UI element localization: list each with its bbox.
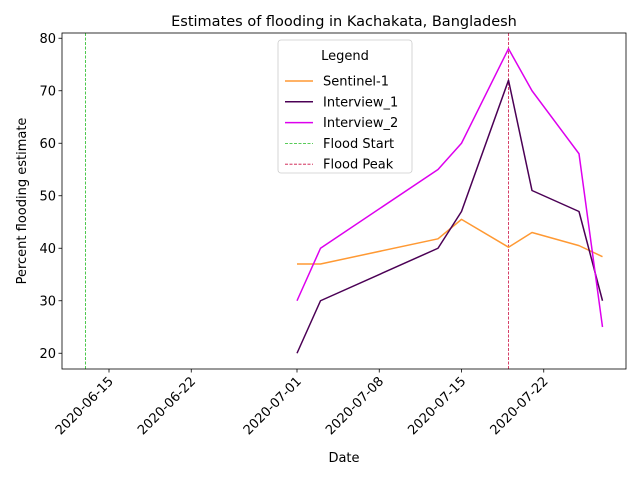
y-tick-label: 50 — [39, 189, 56, 204]
y-axis-title: Percent flooding estimate — [15, 118, 30, 285]
x-tick-label: 2020-06-15 — [53, 374, 117, 438]
x-tick-label: 2020-07-08 — [323, 374, 387, 438]
legend-box — [277, 39, 413, 174]
legend-entry: Flood Start — [323, 137, 394, 152]
y-tick-label: 80 — [39, 32, 56, 47]
y-tick-label: 40 — [39, 242, 56, 257]
x-tick-label: 2020-06-22 — [135, 374, 199, 438]
chart-title: Estimates of flooding in Kachakata, Bang… — [171, 14, 517, 30]
series-line-sentinel-1 — [297, 218, 603, 265]
legend: Legend Sentinel-1 Interview_1 Interview_2 Fl… — [277, 39, 413, 174]
series-line-interview-1 — [296, 79, 604, 354]
axes-frame — [61, 32, 627, 370]
y-tick-label: 70 — [39, 84, 56, 99]
legend-title: Legend — [321, 49, 369, 64]
legend-entry: Flood Peak — [323, 158, 394, 173]
series-line-interview-2 — [296, 48, 604, 328]
y-tick-label: 20 — [39, 347, 56, 362]
legend-entry: Sentinel-1 — [323, 75, 389, 90]
x-tick-label: 2020-07-01 — [241, 374, 305, 438]
y-tick-label: 30 — [39, 294, 56, 309]
x-axis-title: Date — [328, 451, 359, 466]
y-tick-label: 60 — [39, 137, 56, 152]
x-tick-label: 2020-07-22 — [488, 374, 552, 438]
x-tick-label: 2020-07-15 — [405, 374, 469, 438]
legend-entry: Interview_2 — [323, 116, 398, 131]
legend-entry: Interview_1 — [323, 95, 398, 110]
